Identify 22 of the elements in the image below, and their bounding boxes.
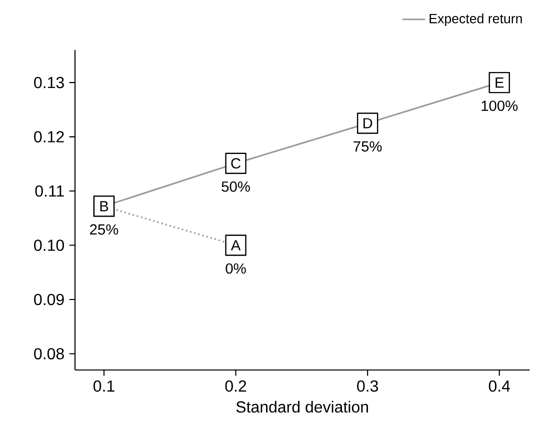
x-axis-title: Standard deviation <box>236 400 368 413</box>
x-tick-label: 0.4 <box>488 380 510 392</box>
y-tick-label: 0.13 <box>34 76 64 88</box>
annotation: C <box>231 158 241 169</box>
x-tick-label: 0.1 <box>94 380 114 392</box>
annotation: 50% <box>222 181 250 192</box>
legend-label: Expected return <box>430 14 522 26</box>
annotation: 25% <box>90 224 118 235</box>
x-tick-label: 0.2 <box>225 380 246 392</box>
y-tick-label: 0.08 <box>34 348 64 360</box>
y-tick-label: 0.09 <box>34 294 64 306</box>
annotation: D <box>363 118 372 128</box>
y-tick-label: 0.11 <box>35 185 64 197</box>
annotation: 100% <box>482 100 518 111</box>
y-tick-label: 0.12 <box>34 131 64 142</box>
annotation: 0% <box>226 263 246 274</box>
annotation: E <box>496 78 504 88</box>
y-tick-label: 0.10 <box>34 240 64 251</box>
annotation: A <box>230 240 241 250</box>
x-tick-label: 0.3 <box>357 380 378 392</box>
annotation: B <box>100 201 108 212</box>
annotation: 75% <box>354 141 382 152</box>
